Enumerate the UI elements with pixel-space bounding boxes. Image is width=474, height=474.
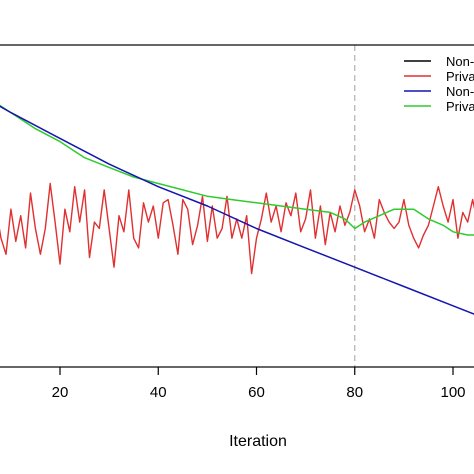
legend-label-4: Priva bbox=[446, 99, 474, 114]
legend-label-1: Non- bbox=[446, 54, 474, 69]
x-tick-label-80: 80 bbox=[346, 384, 363, 401]
plot-area-frame bbox=[0, 44, 474, 368]
x-axis: 20 40 60 80 100 bbox=[52, 367, 466, 401]
series-line-2 bbox=[0, 104, 474, 236]
x-tick-label-20: 20 bbox=[52, 384, 69, 401]
legend-label-2: Priva bbox=[446, 69, 474, 84]
x-tick-label-100: 100 bbox=[440, 384, 465, 401]
x-tick-label-60: 60 bbox=[248, 384, 265, 401]
series-line-1 bbox=[0, 182, 474, 275]
series-layer bbox=[0, 104, 474, 315]
x-tick-label-40: 40 bbox=[150, 384, 167, 401]
legend-label-3: Non- bbox=[446, 84, 474, 99]
series-line-3 bbox=[0, 105, 474, 315]
x-axis-title: Iteration bbox=[229, 433, 287, 450]
